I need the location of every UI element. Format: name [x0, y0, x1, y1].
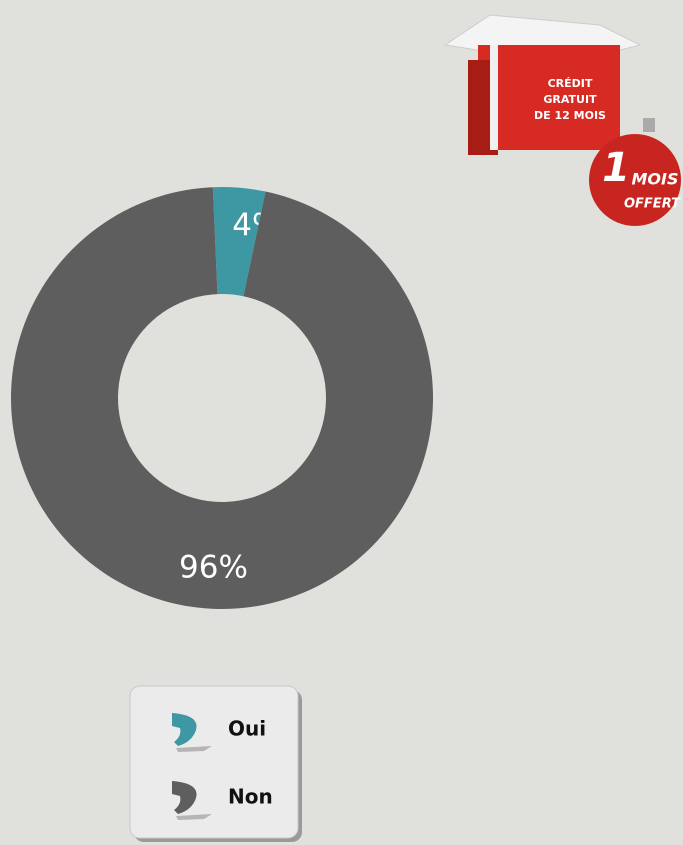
legend-label: Non [228, 785, 273, 809]
ornament-text: 1 [602, 145, 630, 191]
gift-text: CRÉDIT [548, 77, 593, 90]
legend-box [130, 686, 298, 838]
ornament-text: OFFERT [624, 197, 681, 212]
gift-text: DE 12 MOIS [534, 109, 606, 122]
ornament-text: MOIS [632, 170, 679, 189]
legend-label: Oui [228, 717, 266, 741]
promo-gift: CRÉDIT GRATUIT DE 12 MOIS [445, 15, 640, 155]
gift-text: GRATUIT [543, 93, 597, 106]
page: CRÉDIT GRATUIT DE 12 MOIS 1 MOIS OFFERT … [0, 0, 683, 845]
gift-strap [490, 45, 498, 150]
data-label: 96% [179, 549, 248, 585]
ornament-cap [643, 118, 655, 132]
legend [130, 686, 302, 842]
